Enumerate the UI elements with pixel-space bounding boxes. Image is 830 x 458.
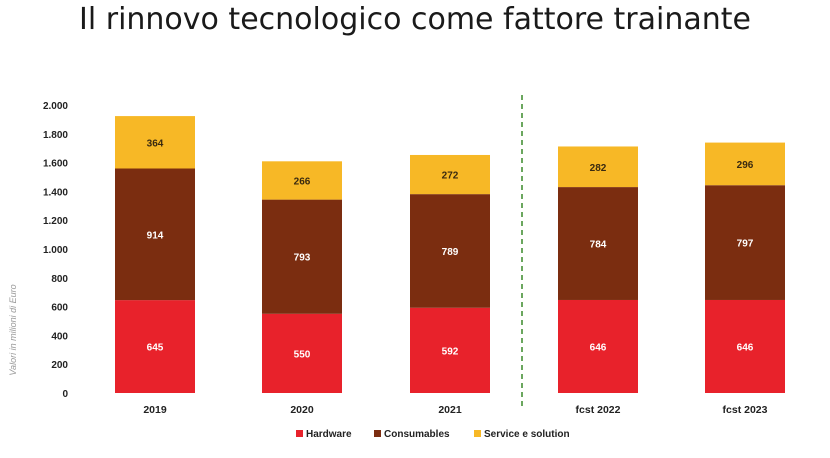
legend: Hardware Consumables Service e solution — [296, 429, 570, 440]
x-axis-labels: 2019 2020 2021 fcst 2022 fcst 2023 — [143, 404, 767, 416]
data-label: 550 — [294, 349, 311, 360]
bar-segment-hardware — [705, 299, 785, 393]
y-tick-label: 1.800 — [43, 130, 68, 141]
data-label: 364 — [147, 138, 164, 149]
y-tick-label: 1.600 — [43, 159, 68, 170]
data-label: 592 — [442, 346, 459, 357]
bar-segment-service-e-solution — [410, 154, 490, 195]
legend-swatch — [474, 430, 481, 437]
bar-segment-service-e-solution — [115, 116, 195, 169]
x-tick-label: fcst 2022 — [576, 404, 621, 416]
bar-segment-consumables — [115, 168, 195, 301]
bar-segment-hardware — [558, 299, 638, 393]
data-label: 646 — [590, 342, 607, 353]
legend-swatch — [374, 430, 381, 437]
data-label: 272 — [442, 171, 459, 182]
data-label: 797 — [737, 239, 754, 250]
bar-segment-consumables — [262, 199, 342, 314]
bar-segment-service-e-solution — [705, 142, 785, 186]
y-tick-label: 800 — [51, 274, 68, 285]
y-tick-label: 1.400 — [43, 187, 68, 198]
y-tick-label: 2.000 — [43, 101, 68, 112]
slide-title: Il rinnovo tecnologico come fattore trai… — [79, 2, 751, 37]
data-label: 784 — [590, 240, 607, 251]
data-label: 645 — [147, 343, 164, 354]
data-label: 296 — [737, 160, 754, 171]
y-tick-label: 0 — [62, 389, 68, 400]
bar-segment-consumables — [705, 185, 785, 300]
bar-segment-service-e-solution — [558, 146, 638, 188]
y-tick-label: 200 — [51, 360, 68, 371]
data-label: 266 — [294, 176, 311, 187]
y-axis-label: Valori in milioni di Euro — [8, 284, 18, 375]
legend-label: Hardware — [306, 429, 352, 440]
data-label: 646 — [737, 342, 754, 353]
bar-segment-consumables — [558, 187, 638, 300]
x-tick-label: 2020 — [290, 404, 314, 416]
data-label: 789 — [442, 247, 459, 258]
bars-group: 645 914 364 550 793 266 592 789 272 646 784 282 646 7… — [115, 116, 785, 393]
data-label: 793 — [294, 253, 311, 264]
y-tick-label: 1.200 — [43, 216, 68, 227]
x-tick-label: 2019 — [143, 404, 167, 416]
legend-label: Consumables — [384, 429, 450, 440]
legend-label: Service e solution — [484, 429, 570, 440]
bar-segment-consumables — [410, 194, 490, 308]
bar-segment-hardware — [115, 300, 195, 393]
x-tick-label: 2021 — [438, 404, 462, 416]
bar-segment-service-e-solution — [262, 161, 342, 200]
x-tick-label: fcst 2023 — [723, 404, 768, 416]
y-tick-label: 600 — [51, 303, 68, 314]
data-label: 914 — [147, 230, 164, 241]
y-axis-ticks: 0 200 400 600 800 1.000 1.200 1.400 1.600 1.800 2.… — [43, 101, 68, 400]
data-label: 282 — [590, 163, 607, 174]
y-tick-label: 1.000 — [43, 245, 68, 256]
bar-segment-hardware — [262, 313, 342, 393]
legend-swatch — [296, 430, 303, 437]
bar-segment-hardware — [410, 307, 490, 393]
y-tick-label: 400 — [51, 331, 68, 342]
